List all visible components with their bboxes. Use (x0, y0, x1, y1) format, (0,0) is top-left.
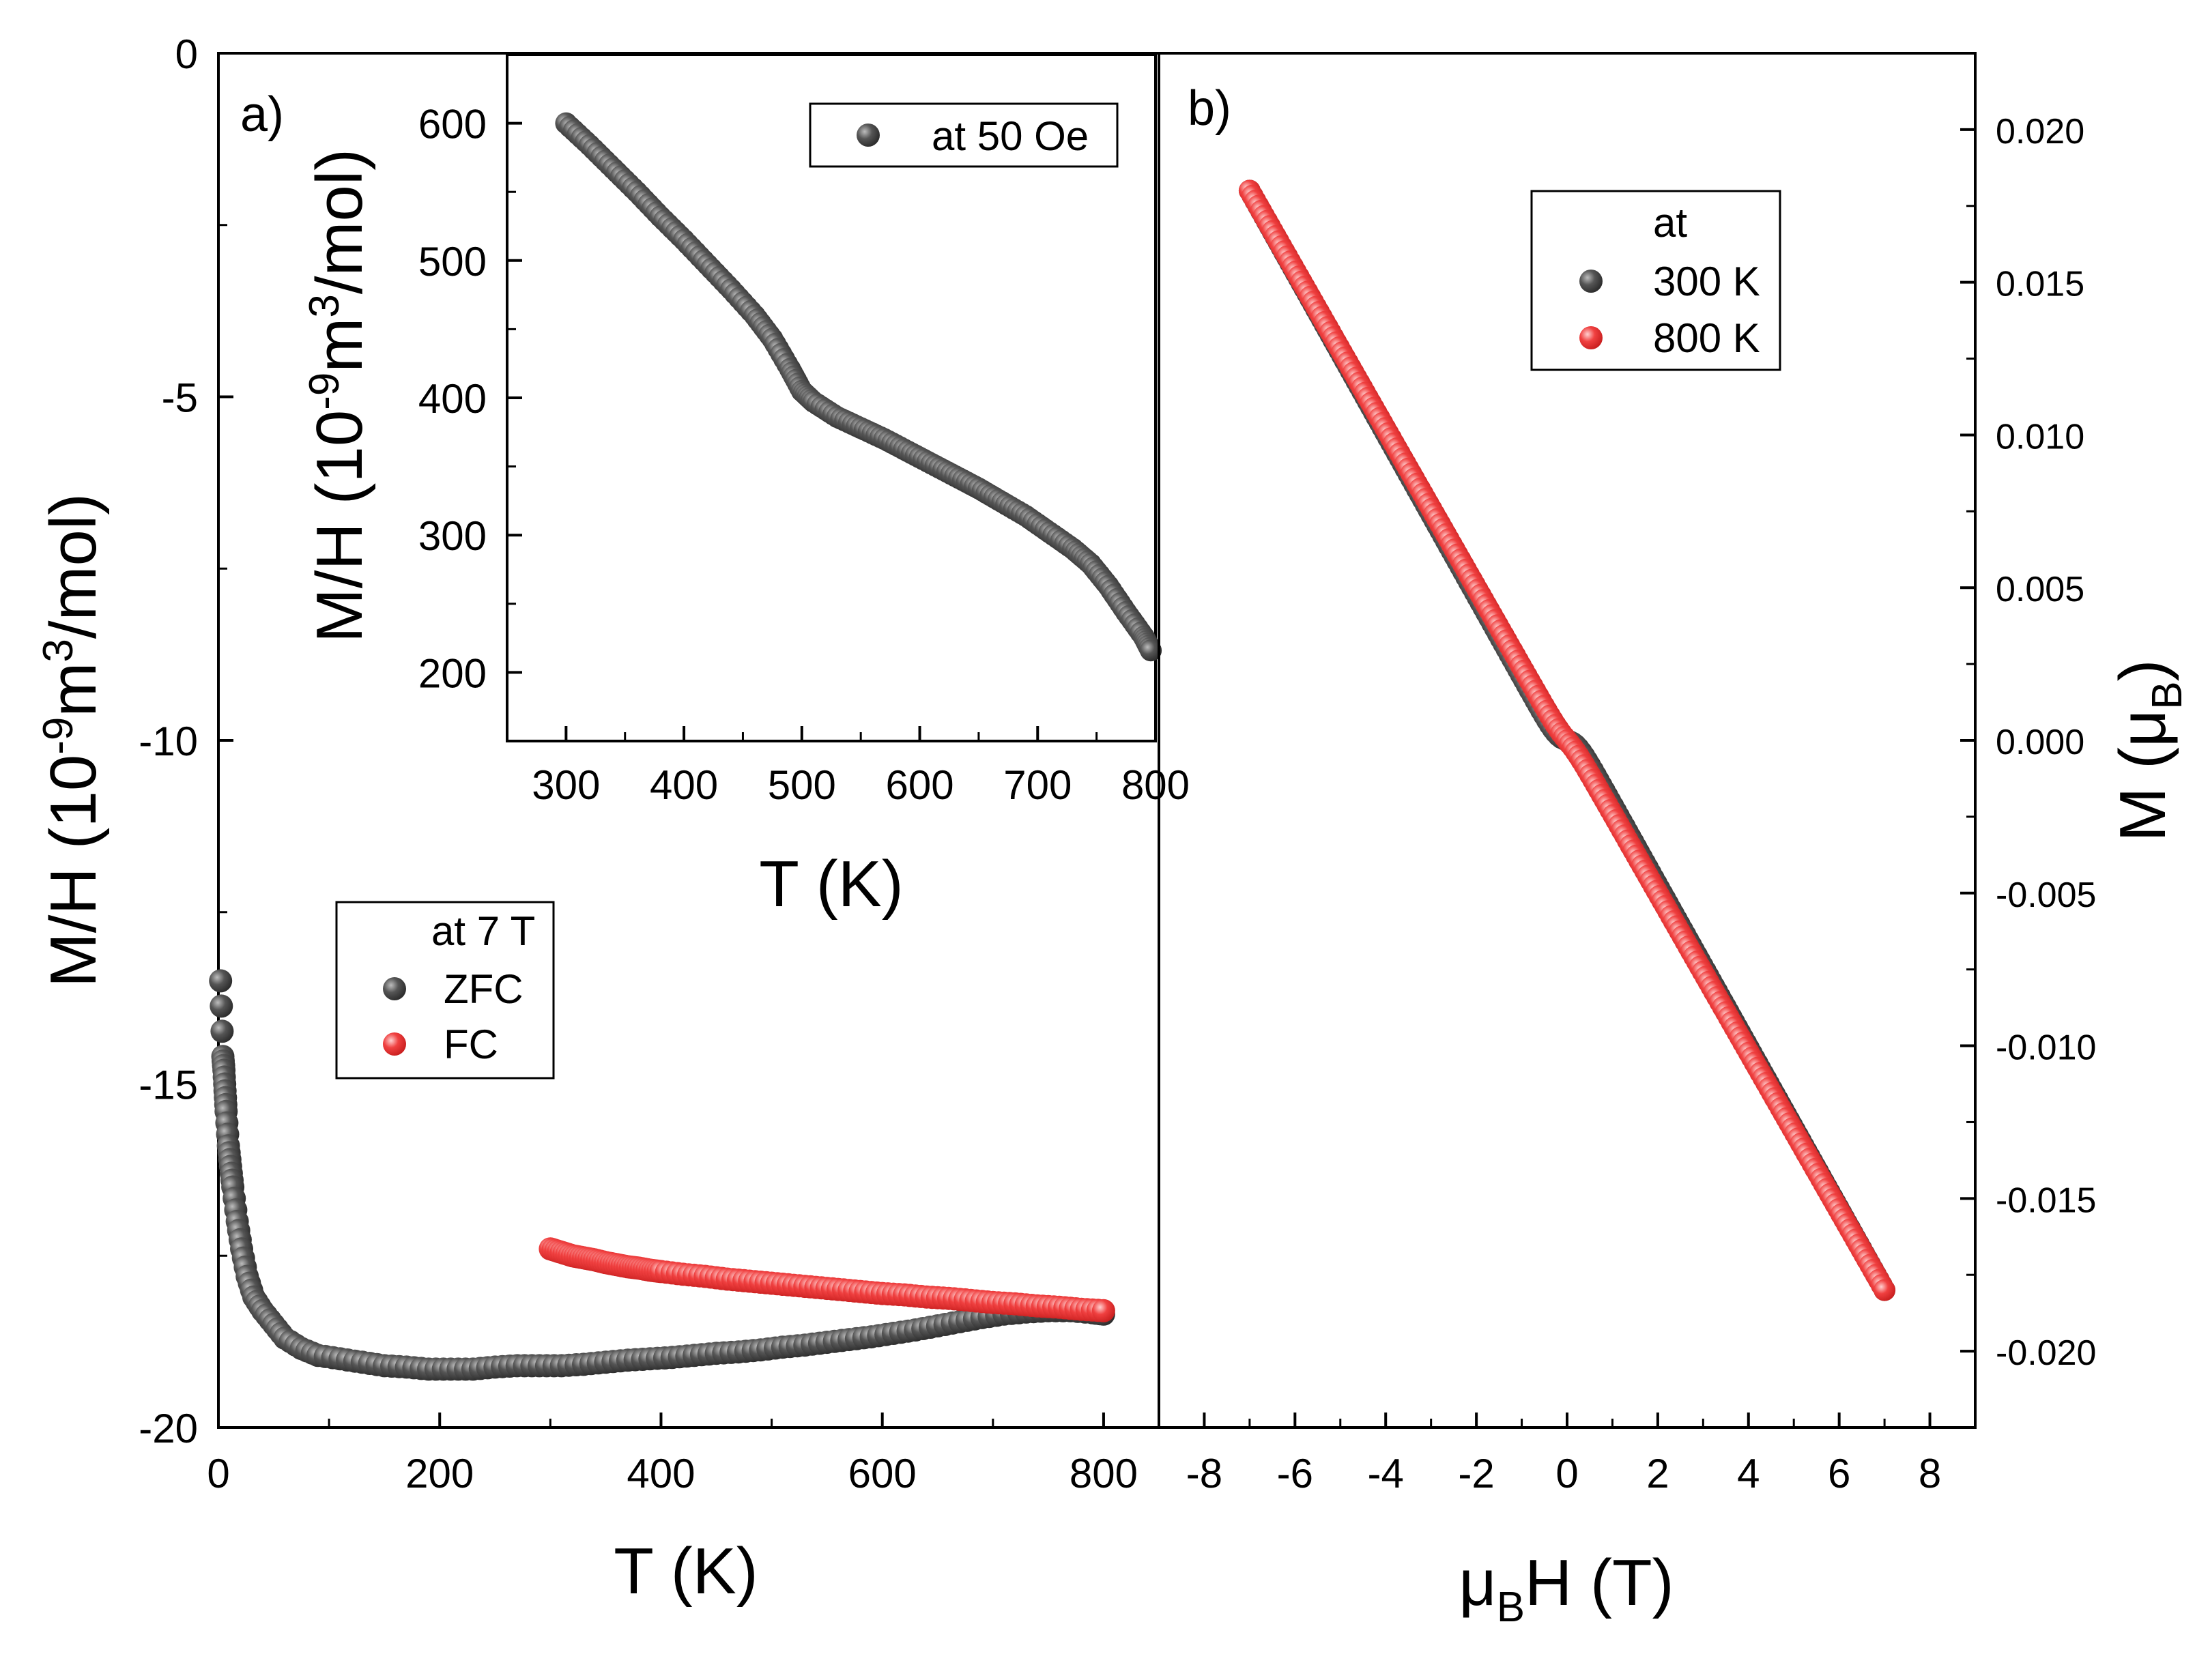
y-tick-label: -5 (162, 375, 198, 421)
legend-label-zfc: ZFC (444, 966, 523, 1012)
y-tick-label: -0.010 (1996, 1028, 2096, 1068)
series-fc (539, 1237, 1115, 1322)
panel-b: -8 -6 -4 -2 0 2 4 6 8 0.020 0.015 0.010 0.005 0.000 -… (1158, 52, 2191, 1631)
y-tick-label: -10 (139, 719, 198, 764)
zfc-point (209, 969, 233, 993)
panel-b-legend: at 300 K 800 K (1530, 190, 1781, 371)
inset-y-ticks: 600 500 400 300 200 (418, 102, 522, 696)
y-tick-label: -15 (139, 1062, 198, 1108)
panel-a-inset: 300 400 500 600 700 800 600 500 400 300 200 T (K)… (301, 53, 1190, 921)
at-50-oe-point (1140, 639, 1162, 662)
zfc-point (210, 994, 233, 1018)
fc-point (1091, 1299, 1115, 1322)
panel-b-y-axis-label: M (μB) (2106, 659, 2191, 841)
y-tick-label: 500 (418, 239, 487, 285)
y-tick-label: -0.015 (1996, 1181, 2096, 1220)
panel-a-x-ticks: 0 200 400 600 800 (207, 1413, 1138, 1496)
panel-b-label: b) (1188, 81, 1231, 136)
panel-a: 0 200 400 600 800 0 -5 -10 -15 -20 a) T (K) M/H … (35, 31, 1160, 1608)
y-tick-label: 300 (418, 513, 487, 559)
panel-a-y-axis-label: M/H (10-9m3/mol) (35, 493, 110, 987)
x-tick-label: 0 (207, 1451, 229, 1496)
x-tick-label: 600 (885, 762, 953, 808)
legend-label-50-oe: at 50 Oe (932, 113, 1089, 159)
x-tick-label: -8 (1186, 1451, 1222, 1496)
x-tick-label: 800 (1121, 762, 1190, 808)
legend-marker-300-k (1579, 270, 1603, 293)
y-tick-label: 0.010 (1996, 417, 2084, 457)
x-tick-label: 300 (532, 762, 600, 808)
panel-a-legend-title: at 7 T (431, 908, 535, 954)
legend-label-fc: FC (444, 1022, 498, 1067)
x-tick-label: 200 (405, 1451, 474, 1496)
legend-marker-zfc (383, 977, 406, 1000)
x-tick-label: -6 (1277, 1451, 1313, 1496)
x-tick-label: 700 (1003, 762, 1072, 808)
x-tick-label: 400 (627, 1451, 695, 1496)
legend-marker-fc (383, 1032, 406, 1056)
x-tick-label: 6 (1828, 1451, 1850, 1496)
x-tick-label: 500 (768, 762, 836, 808)
series-50-oe (555, 112, 1162, 662)
x-tick-label: 0 (1555, 1451, 1578, 1496)
panel-b-legend-title: at (1653, 200, 1687, 246)
legend-label-300-k: 300 K (1653, 259, 1760, 304)
x-tick-label: 600 (848, 1451, 917, 1496)
panel-a-legend: at 7 T ZFC FC (335, 901, 555, 1080)
y-tick-label: -0.005 (1996, 875, 2096, 915)
panel-a-x-axis-label: T (K) (614, 1535, 758, 1608)
inset-legend: at 50 Oe (809, 102, 1119, 168)
y-tick-label: -0.020 (1996, 1333, 2096, 1373)
panel-a-label: a) (240, 87, 284, 142)
y-tick-label: 400 (418, 376, 487, 422)
series-800-k-point (1874, 1279, 1896, 1301)
x-tick-label: 4 (1737, 1451, 1760, 1496)
legend-marker-800-k (1579, 326, 1603, 349)
x-tick-label: 2 (1646, 1451, 1669, 1496)
inset-x-ticks: 300 400 500 600 700 800 (532, 726, 1190, 808)
y-tick-label: 600 (418, 102, 487, 147)
panel-b-y-ticks: 0.020 0.015 0.010 0.005 0.000 -0.005 -0.010 -0.… (1960, 112, 2096, 1373)
y-tick-label: 0.000 (1996, 723, 2084, 762)
inset-x-axis-label: T (K) (759, 848, 904, 921)
x-tick-label: 800 (1070, 1451, 1138, 1496)
inset-y-axis-label: M/H (10-9m3/mol) (301, 149, 376, 643)
y-tick-label: 0.020 (1996, 112, 2084, 151)
panel-a-legend-box (335, 901, 555, 1080)
legend-label-800-k: 800 K (1653, 315, 1760, 361)
legend-marker-50-oe (857, 124, 880, 147)
x-tick-label: -2 (1458, 1451, 1494, 1496)
panel-b-x-axis-label: μBH (T) (1459, 1546, 1674, 1631)
y-tick-label: 200 (418, 650, 487, 696)
panel-b-legend-box (1530, 190, 1781, 371)
zfc-point (210, 1019, 234, 1043)
y-tick-label: -20 (139, 1406, 198, 1451)
y-tick-label: 0.015 (1996, 265, 2084, 304)
y-tick-label: 0 (175, 31, 198, 77)
y-tick-label: 0.005 (1996, 570, 2084, 609)
x-tick-label: 400 (650, 762, 718, 808)
series-800-k (1238, 179, 1896, 1301)
x-tick-label: -4 (1368, 1451, 1404, 1496)
x-tick-label: 8 (1919, 1451, 1941, 1496)
panel-b-x-ticks: -8 -6 -4 -2 0 2 4 6 8 (1186, 1413, 1941, 1496)
